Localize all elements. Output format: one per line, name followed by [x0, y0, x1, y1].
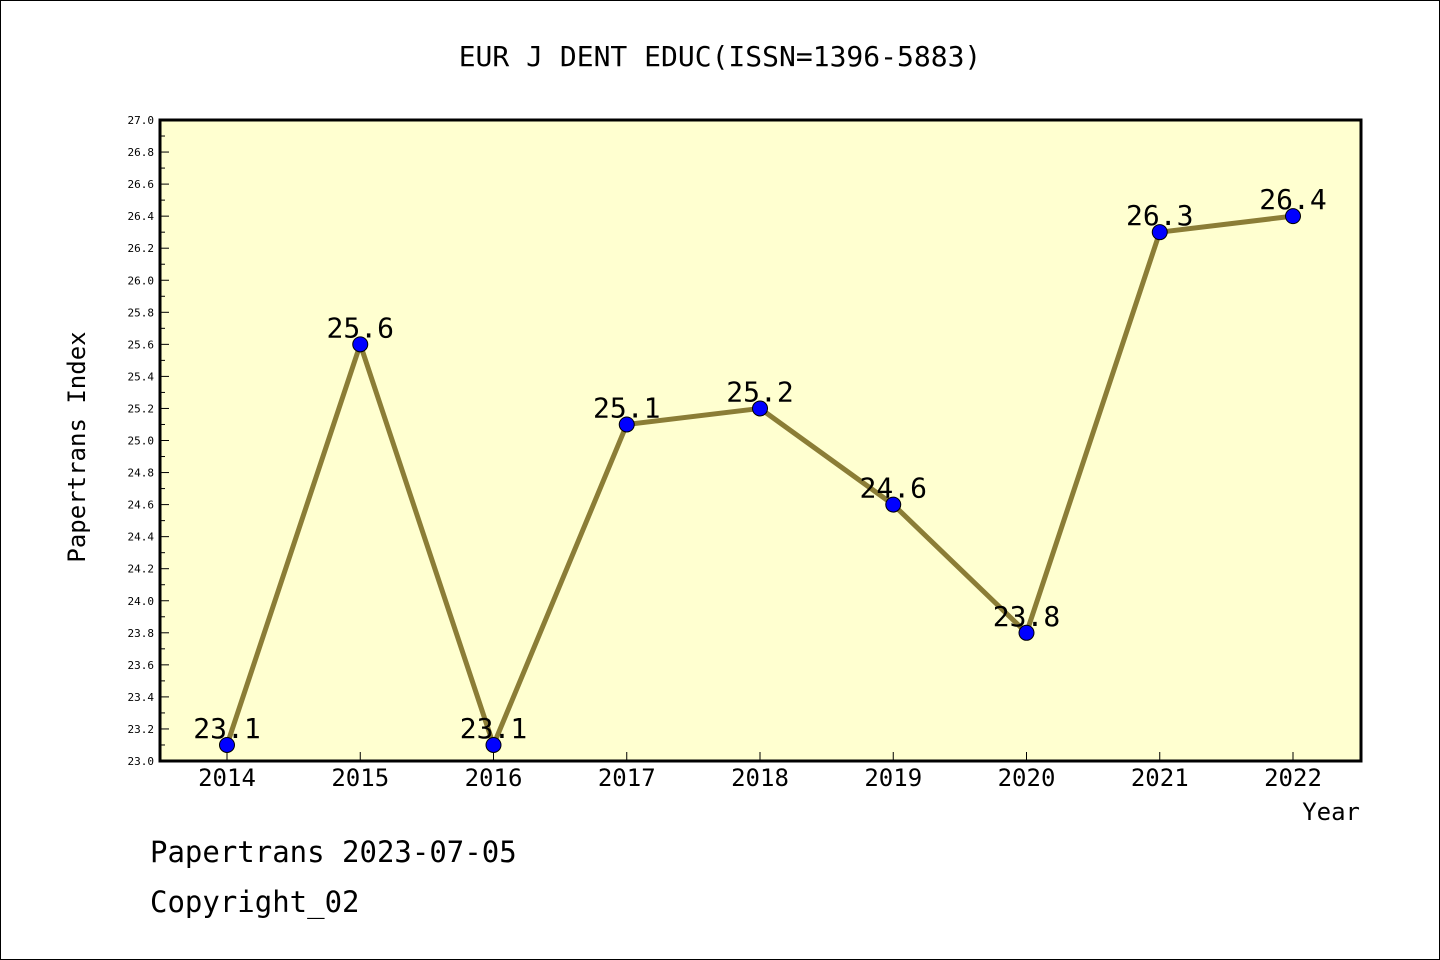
x-axis: 2014 2015 2016 2017 2018 2019 2020 2021 2022 [198, 752, 1322, 792]
y-tick-label: 24.8 [128, 467, 155, 480]
data-point-marker [1151, 224, 1168, 241]
y-tick-label: 25.4 [128, 370, 155, 383]
y-axis: 23.0 23.2 23.4 23.6 23.8 24.0 24.2 24.4 24.6 24.8… [128, 114, 169, 768]
y-tick-label: 23.2 [128, 723, 155, 736]
x-axis-label: Year [1302, 798, 1360, 826]
data-point-marker [1285, 208, 1301, 225]
x-tick-label: 2018 [731, 764, 789, 792]
y-tick-label: 25.6 [128, 338, 155, 351]
series-layer: 23.1 25.6 23.1 25.1 25.2 24.6 23.8 26.3 26.4 [193, 183, 1327, 753]
x-tick-label: 2017 [598, 764, 656, 792]
x-tick-label: 2014 [198, 764, 256, 792]
data-label: 26.4 [1259, 183, 1326, 216]
data-label: 26.3 [1126, 199, 1193, 232]
y-tick-label: 26.0 [128, 274, 155, 287]
y-axis-label: Papertrans Index [63, 331, 91, 562]
x-tick-label: 2015 [331, 764, 389, 792]
y-tick-label: 24.6 [128, 499, 155, 512]
y-tick-label: 23.4 [128, 691, 155, 704]
data-point-marker [618, 416, 635, 433]
y-tick-label: 27.0 [128, 114, 155, 127]
data-label: 25.6 [327, 311, 394, 344]
y-tick-label: 24.0 [128, 595, 155, 608]
data-point-marker [1018, 624, 1035, 641]
y-tick-label: 24.4 [128, 531, 155, 544]
y-tick-label: 26.2 [128, 242, 155, 255]
footer-copyright-text: Copyright_02 [150, 885, 360, 919]
x-tick-label: 2016 [465, 764, 523, 792]
x-tick-label: 2019 [864, 764, 922, 792]
y-tick-label: 25.2 [128, 402, 155, 415]
data-point-marker [219, 736, 235, 753]
x-tick-label: 2022 [1264, 764, 1322, 792]
x-tick-label: 2020 [998, 764, 1056, 792]
y-tick-label: 25.0 [128, 435, 155, 448]
data-point-marker [352, 336, 369, 353]
data-label: 23.1 [193, 712, 260, 745]
data-point-marker [885, 496, 902, 513]
data-label: 24.6 [860, 472, 927, 505]
y-tick-label: 26.8 [128, 146, 155, 159]
chart-title: EUR J DENT EDUC(ISSN=1396-5883) [459, 40, 982, 73]
data-point-marker [485, 736, 502, 753]
y-tick-label: 23.8 [128, 627, 155, 640]
y-tick-label: 26.4 [128, 210, 155, 223]
data-label: 25.2 [726, 375, 793, 408]
data-point-marker [752, 400, 768, 417]
y-tick-label: 25.8 [128, 306, 155, 319]
y-tick-label: 23.0 [128, 755, 155, 768]
data-label: 23.8 [993, 600, 1060, 633]
data-label: 23.1 [460, 712, 527, 745]
footer-date-text: Papertrans 2023-07-05 [150, 835, 517, 869]
y-tick-label: 24.2 [128, 563, 155, 576]
x-tick-label: 2021 [1131, 764, 1189, 792]
data-label: 25.1 [593, 391, 660, 424]
y-tick-label: 26.6 [128, 178, 155, 191]
y-tick-label: 23.6 [128, 659, 155, 672]
